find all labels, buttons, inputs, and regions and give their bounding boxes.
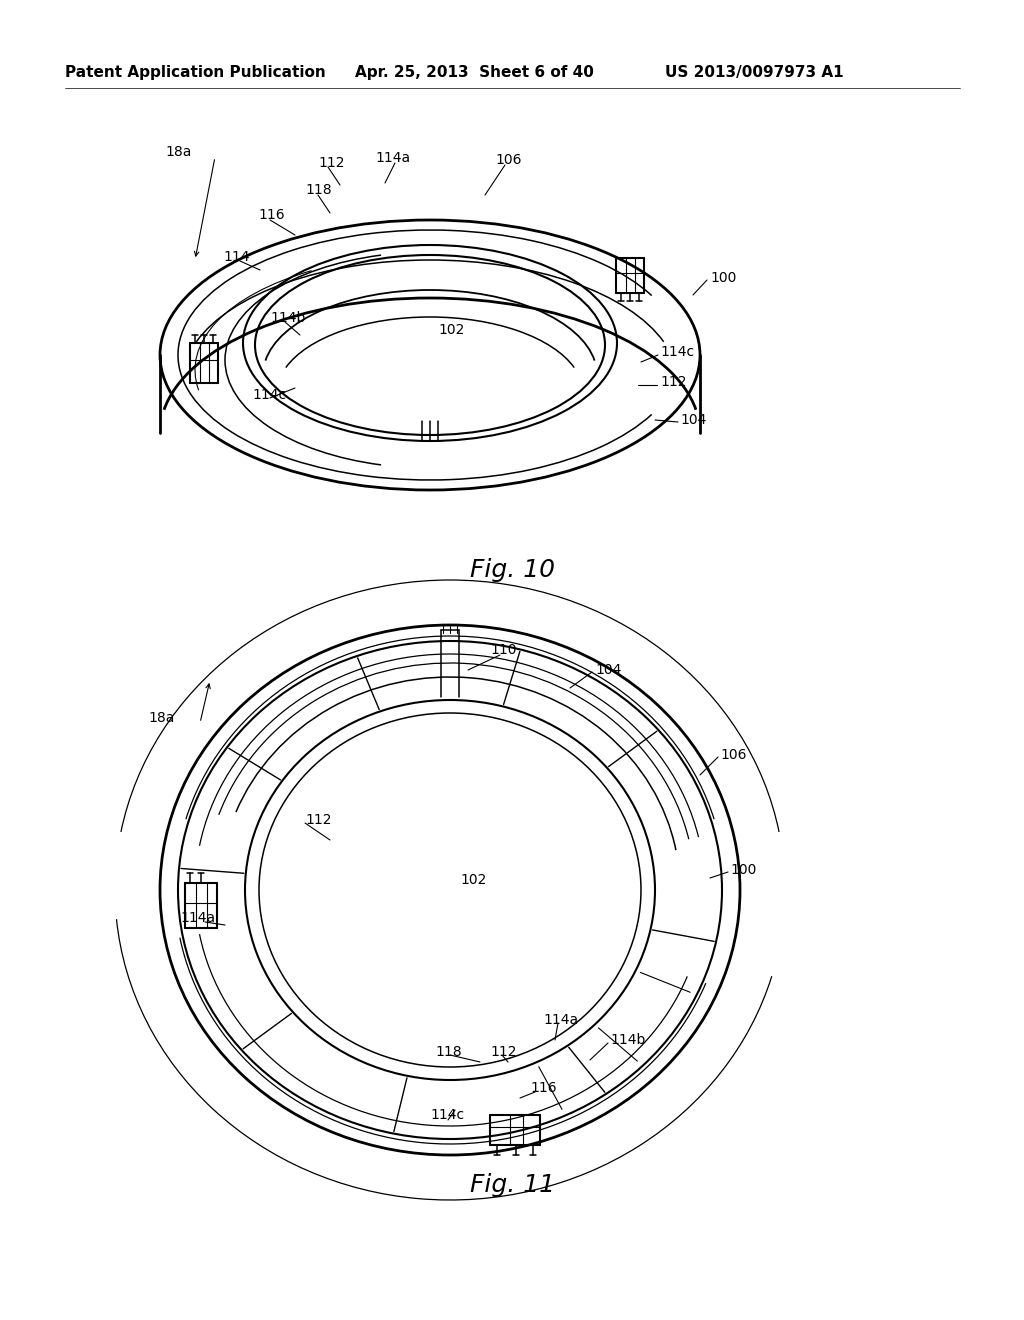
Text: 100: 100 — [710, 271, 736, 285]
Text: 112: 112 — [305, 813, 332, 828]
Text: 112: 112 — [660, 375, 686, 389]
Text: 118: 118 — [435, 1045, 462, 1059]
Text: 114a: 114a — [543, 1012, 579, 1027]
Text: 100: 100 — [730, 863, 757, 876]
Text: 114a: 114a — [375, 150, 411, 165]
Text: 18a: 18a — [165, 145, 191, 158]
Text: 114b: 114b — [270, 312, 305, 325]
Text: US 2013/0097973 A1: US 2013/0097973 A1 — [665, 66, 844, 81]
Text: 18a: 18a — [148, 711, 174, 725]
Text: 114a: 114a — [180, 911, 215, 925]
Text: 114c: 114c — [252, 388, 286, 403]
Text: Fig. 10: Fig. 10 — [469, 558, 555, 582]
Text: 114c: 114c — [431, 1107, 465, 1122]
Text: 114c: 114c — [660, 345, 694, 359]
Text: 114: 114 — [223, 249, 250, 264]
Text: Patent Application Publication: Patent Application Publication — [65, 66, 326, 81]
Text: 118: 118 — [305, 183, 332, 197]
Text: 116: 116 — [258, 209, 285, 222]
Text: 102: 102 — [438, 323, 464, 337]
Text: 112: 112 — [318, 156, 344, 170]
Text: 106: 106 — [495, 153, 521, 168]
Text: Apr. 25, 2013  Sheet 6 of 40: Apr. 25, 2013 Sheet 6 of 40 — [355, 66, 594, 81]
Text: Fig. 11: Fig. 11 — [469, 1173, 555, 1197]
Text: 106: 106 — [720, 748, 746, 762]
Text: 116: 116 — [530, 1081, 557, 1096]
Text: 102: 102 — [460, 873, 486, 887]
Text: 112: 112 — [490, 1045, 516, 1059]
Text: 104: 104 — [680, 413, 707, 426]
Text: 104: 104 — [595, 663, 622, 677]
Text: 110: 110 — [490, 643, 516, 657]
Text: 114b: 114b — [610, 1034, 645, 1047]
